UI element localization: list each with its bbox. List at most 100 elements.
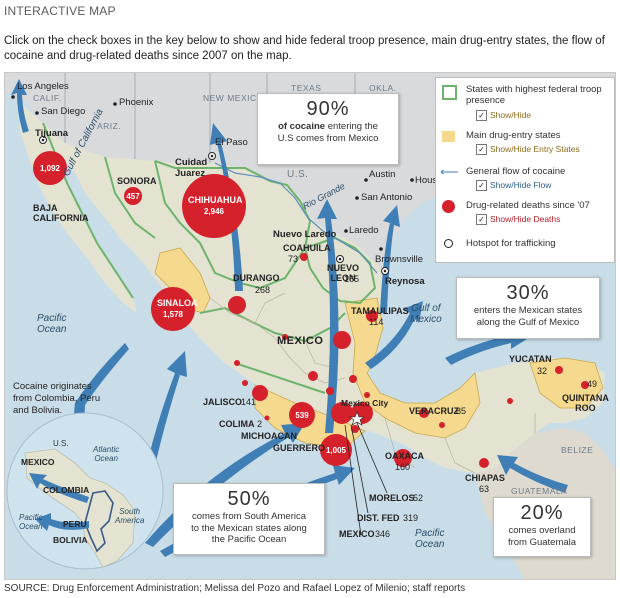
callout-guatemala-20: 20% comes overland from Guatemala [493,497,591,557]
state-nuevo-leon: NUEVO LEON [327,263,360,283]
city-brownsville: Brownsville [375,254,424,265]
entry-checkbox[interactable]: ✓ [476,144,487,156]
entry-toggle[interactable]: ✓ Show/Hide Entry States [476,144,580,156]
state-morelos: MORELOS [369,493,415,503]
city-san-diego: San Diego [41,106,86,117]
interactive-map[interactable]: CALIF. ARIZ. NEW MEXICO TEXAS OKLA. U.S.… [4,72,616,580]
small-death-marker [234,360,240,366]
deaths-sonora: 457 [126,192,140,201]
city-nuevo-laredo: Nuevo Laredo [273,229,337,240]
us-state-label-ariz: ARIZ. [97,121,122,131]
michoacan-deaths-marker [289,402,315,428]
legend-troops-label: States with highest federal troop presen… [466,84,602,106]
state-chihuahua: CHIHUAHUA [188,195,243,205]
jalisco-deaths-marker [252,385,268,401]
deaths-quintana-roo: 49 [587,379,598,389]
small-death-marker [439,422,445,428]
callout-gulf-percent: 30% [506,282,550,304]
small-death-marker [349,375,357,383]
us-state-label-okla: OKLA. [369,83,397,93]
state-yucatan: YUCATAN [509,354,552,364]
state-oaxaca: OAXACA [385,451,425,461]
colima-deaths-marker [264,415,270,421]
inset-colombia-label: COLOMBIA [43,485,90,495]
inset-mexico-label: MEXICO [21,457,55,467]
deaths-baja: 1,092 [39,164,61,173]
callout-guatemala-text-2: from Guatemala [507,536,577,548]
inset-source-countries [84,490,114,553]
callout-pacific-text-1: comes from South America [191,511,307,522]
state-chiapas: CHIAPAS [465,473,505,483]
inset-origin-text: Cocaine originates from Colombia, Peru a… [13,381,101,416]
sinaloa-deaths-marker [151,287,195,331]
dist-fed-deaths-marker [331,402,353,424]
deaths-coahuila: 73 [288,254,299,264]
guerrero-deaths-marker [320,434,352,466]
flow-checkbox[interactable]: ✓ [476,180,487,192]
troops-toggle[interactable]: ✓ Show/Hide [476,110,531,122]
city-san-antonio: San Antonio [361,192,413,203]
state-baja-california: BAJA CALIFORNIA [33,203,89,223]
state-quintana-roo: QUINTANA ROO [562,393,609,413]
nuevo-leon-deaths-marker [333,331,351,349]
state-guerrero: GUERRERO [273,443,326,453]
flow-toggle[interactable]: ✓ Show/Hide Flow [476,180,551,192]
state-coahuila: COAHUILA [283,243,331,253]
inset-bolivia-label: BOLIVIA [53,535,88,545]
small-death-marker [282,334,288,340]
legend-deaths-label: Drug-related deaths since '07 [466,200,590,211]
city-houston: Houston [415,175,451,186]
small-death-marker [507,398,513,404]
map-legend: States with highest federal troop presen… [435,77,615,263]
state-sonora: SONORA [117,176,157,186]
callout-us-90: 90% of cocaine entering the U.S comes fr… [257,93,399,165]
state-dist-fed: DIST. FED [357,513,400,523]
state-michoacan: MICHOACAN [241,431,297,441]
callout-pacific-text-2: to the Mexican states along [191,522,307,534]
map-instructions: Click on the check boxes in the key belo… [4,35,605,62]
deaths-oaxaca: 160 [395,462,411,472]
callout-pacific-50: 50% comes from South America to the Mexi… [173,483,325,555]
inset-atlantic-label: Atlantic Ocean [93,445,120,463]
city-cuidad-juarez: Cuidad Juarez [175,157,208,179]
inset-pacific-label: Pacific Ocean [19,513,43,531]
us-state-label-new-mexico: NEW MEXICO [203,93,264,103]
callout-gulf-30: 30% enters the Mexican states along the … [456,277,600,339]
deaths-jalisco: 141 [241,397,257,407]
deaths-veracruz: 85 [456,406,467,416]
deaths-michoacan: 539 [295,411,309,420]
deaths-checkbox[interactable]: ✓ [476,214,487,226]
small-death-marker [242,380,248,386]
troops-checkbox[interactable]: ✓ [476,110,487,122]
country-guatemala: GUATEMALA [511,486,568,496]
entry-swatch [442,131,455,142]
sonora-deaths-marker [124,187,142,205]
deaths-dist-fed: 319 [403,513,419,523]
city-phoenix: Phoenix [119,97,154,108]
deaths-chihuahua: 2,946 [203,207,225,216]
state-tamaulipas: TAMAULIPAS [351,306,409,316]
city-austin: Austin [369,169,396,180]
durango-deaths-marker [228,296,246,314]
callout-pacific-text-3: the Pacific Ocean [211,534,287,545]
small-death-marker [308,371,318,381]
callout-us-text-2: U.S comes from Mexico [277,132,379,144]
city-tijuana: Tijuana [35,128,69,139]
small-death-marker [364,392,370,398]
callout-gulf-text-2: along the Gulf of Mexico [476,316,580,328]
deaths-swatch [442,200,455,213]
hotspot-icon [444,239,453,248]
callout-guatemala-percent: 20% [520,502,564,524]
state-durango: DURANGO [233,273,280,283]
deaths-morelos: 52 [413,493,424,503]
deaths-tamaulipas: 114 [369,317,384,327]
deaths-colima: 2 [257,419,263,429]
deaths-chiapas: 63 [479,484,490,494]
callout-us-text: of cocaine entering the [278,121,378,132]
troops-swatch [442,85,457,100]
deaths-mexico-state: 346 [375,529,391,539]
deaths-toggle[interactable]: ✓ Show/Hide Deaths [476,214,560,226]
inset-flow-arrow [35,513,89,531]
callout-gulf-text-1: enters the Mexican states [473,305,583,316]
legend-flow-label: General flow of cocaine [466,166,566,177]
